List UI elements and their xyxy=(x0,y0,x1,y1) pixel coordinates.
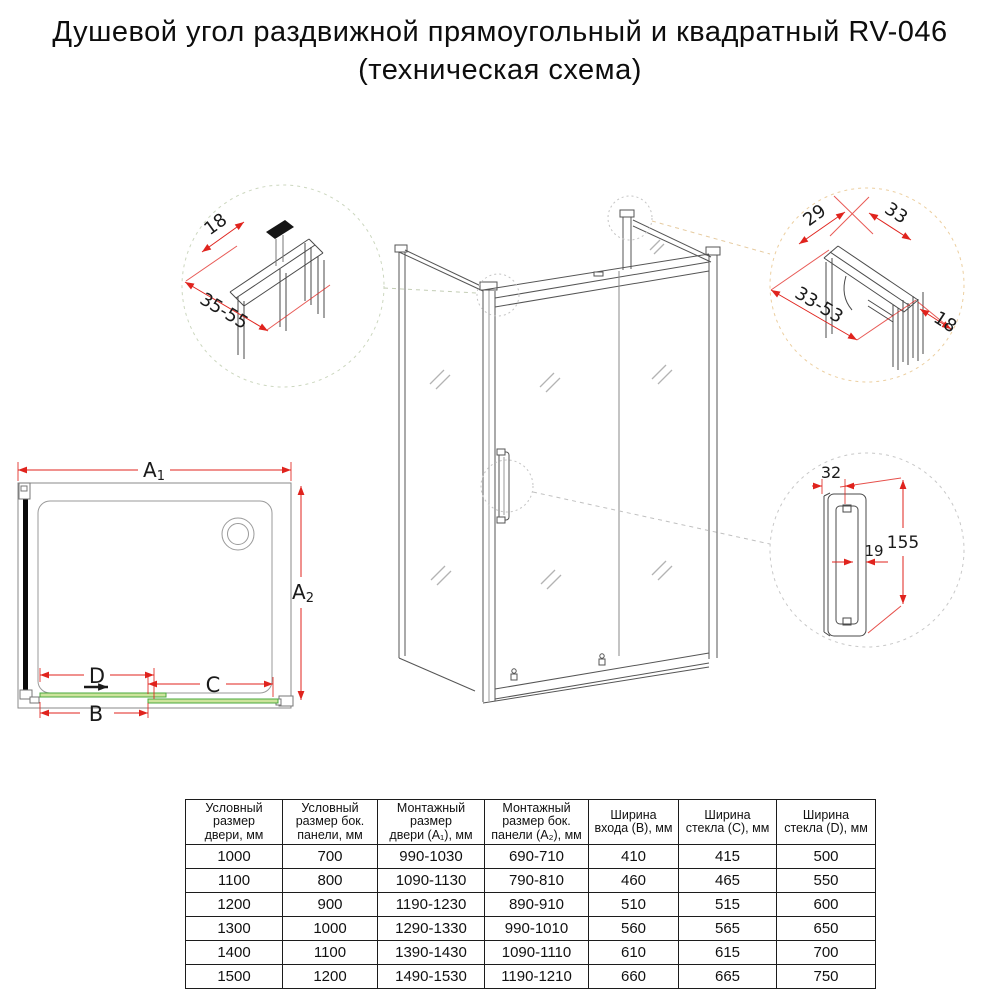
col-header-panel-size: Условный размер бок. панели, мм xyxy=(282,799,378,845)
drain xyxy=(221,517,255,551)
size-table: Условный размер двери, мм Условный размер б… xyxy=(185,799,876,989)
left-wall-profile xyxy=(479,281,498,702)
dim-label-32: 32 xyxy=(821,463,841,482)
dim-label-a2: A2 xyxy=(292,580,314,606)
dimensions xyxy=(812,477,907,634)
dim-label-35-55: 35-55 xyxy=(196,289,252,334)
detail-circle-handle: 32 155 19 xyxy=(769,452,965,648)
bottom-rail xyxy=(482,652,710,704)
col-header-glass-c: Ширина стекла (C), мм xyxy=(678,799,777,845)
dim-label-29: 29 xyxy=(799,200,830,230)
table-row: 1200 900 1190-1230 890-910 510 515 600 xyxy=(185,892,876,917)
table-header-row: Условный размер двери, мм Условный размер б… xyxy=(185,799,876,845)
roller-bolts xyxy=(510,653,606,681)
top-rail xyxy=(482,253,710,308)
main-isometric-view xyxy=(383,195,771,704)
wall-profile-top xyxy=(18,482,31,500)
wall-profile-sketch xyxy=(229,220,325,359)
leader-to-handle-detail xyxy=(532,491,771,545)
corner-fittings xyxy=(19,689,294,707)
fixed-door-glass xyxy=(147,698,279,704)
dimensions xyxy=(770,195,952,341)
detail-circle-top-right: 29 33 33-53 18 xyxy=(769,187,965,383)
shower-tray xyxy=(37,500,273,694)
glass-reflections xyxy=(429,239,673,590)
side-glass-panel xyxy=(23,499,28,690)
table-row: 1300 1000 1290-1330 990-1010 560 565 650 xyxy=(185,916,876,941)
col-header-entry-width: Ширина входа (B), мм xyxy=(588,799,679,845)
right-wall-profile xyxy=(705,246,721,659)
col-header-panel-mount: Монтажный размер бок. панели (A₂), мм xyxy=(484,799,589,845)
leader-to-left-detail xyxy=(383,287,478,294)
technical-drawing: 18 35-55 29 33 33-53 18 xyxy=(17,184,965,726)
sliding-door-glass xyxy=(39,692,167,698)
dim-label-19: 19 xyxy=(864,542,883,560)
detail-circle-top-left: 18 35-55 xyxy=(181,184,385,388)
table-row: 1500 1200 1490-1530 1190-1210 660 665 750 xyxy=(185,964,876,989)
dim-label-d: D xyxy=(89,664,105,688)
dimensions xyxy=(184,221,331,332)
col-header-glass-d: Ширина стекла (D), мм xyxy=(776,799,876,845)
enclosure-outline xyxy=(17,482,292,709)
dim-label-c: C xyxy=(206,673,221,697)
page-title: Душевой угол раздвижной прямоугольный и … xyxy=(52,16,948,48)
dim-label-155: 155 xyxy=(887,533,919,553)
door-handle xyxy=(496,448,510,524)
plan-dimensions xyxy=(17,462,305,718)
dim-label-18: 18 xyxy=(200,209,231,239)
wall-profile-sketch xyxy=(823,245,924,370)
dim-label-b: B xyxy=(89,702,103,726)
handle-sketch xyxy=(823,492,867,637)
dim-label-33-53: 33-53 xyxy=(791,283,847,328)
page-subtitle: (техническая схема) xyxy=(358,54,642,86)
table-row: 1100 800 1090-1130 790-810 460 465 550 xyxy=(185,868,876,893)
dim-label-18: 18 xyxy=(930,307,961,337)
side-panel xyxy=(394,244,484,692)
table-row: 1000 700 990-1030 690-710 410 415 500 xyxy=(185,844,876,869)
col-header-door-mount: Монтажный размер двери (A₁), мм xyxy=(377,799,485,845)
fixed-glass-top-post xyxy=(619,209,712,270)
plan-view: A1 A2 D C B xyxy=(17,458,314,726)
table-row: 1400 1100 1390-1430 1090-1110 610 615 700 xyxy=(185,940,876,965)
dim-label-a1: A1 xyxy=(143,458,165,484)
col-header-door-size: Условный размер двери, мм xyxy=(185,799,283,845)
callout-circles xyxy=(476,195,653,513)
